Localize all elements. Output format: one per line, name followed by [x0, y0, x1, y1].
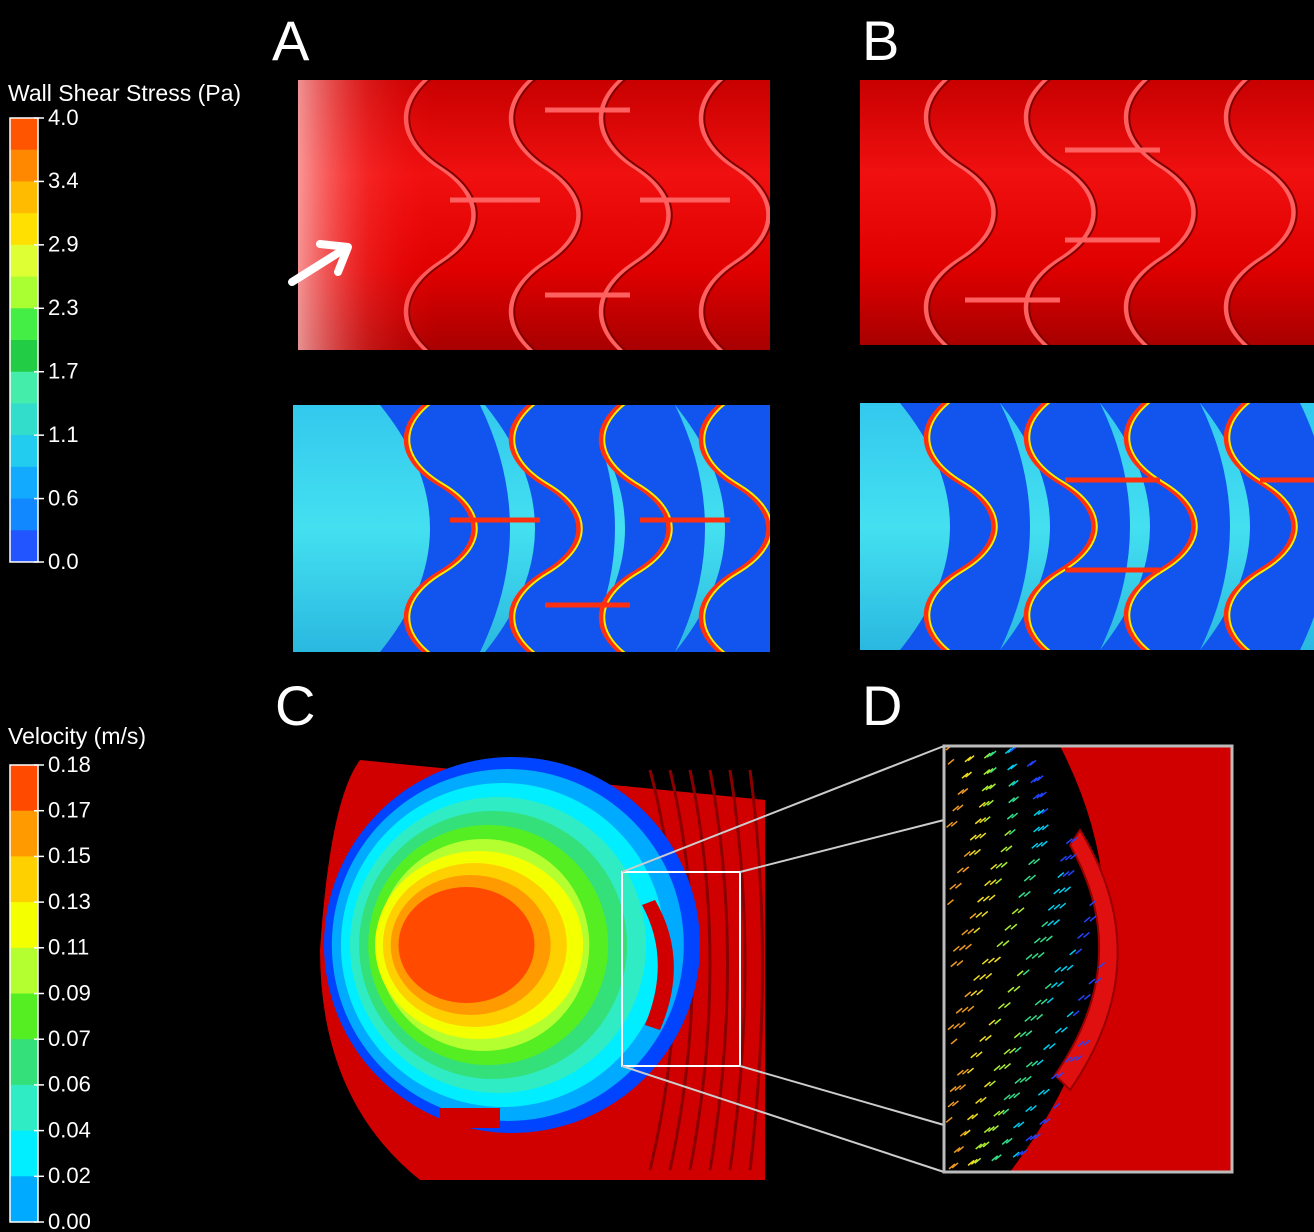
colorbar-tick-label: 3.4: [48, 168, 79, 193]
stent-strut: [440, 1108, 500, 1128]
colorbar-band: [10, 181, 38, 213]
colorbar-tick-label: 0.18: [48, 752, 91, 777]
colorbar-band: [10, 245, 38, 277]
colorbar-band: [10, 150, 38, 182]
velocity-contour: [399, 887, 535, 1003]
panel-label: B: [862, 9, 899, 72]
zoom-view: [944, 745, 1232, 1172]
colorbar-tick-label: 0.15: [48, 843, 91, 868]
colorbar-band: [10, 1176, 38, 1222]
colorbar-tick-label: 0.0: [48, 549, 79, 574]
colorbar-tick-label: 1.7: [48, 359, 79, 384]
colorbar-tick-label: 2.3: [48, 295, 79, 320]
legend-title: Wall Shear Stress (Pa): [8, 80, 241, 106]
colorbar-tick-label: 0.07: [48, 1026, 91, 1051]
colorbar-band: [10, 1131, 38, 1177]
panel-label: C: [275, 674, 315, 737]
colorbar-tick-label: 0.13: [48, 889, 91, 914]
colorbar-band: [10, 118, 38, 150]
colorbar-tick-label: 0.02: [48, 1163, 91, 1188]
highlight: [298, 80, 770, 350]
colorbar-tick-label: 0.04: [48, 1117, 91, 1142]
zoom-line: [740, 1066, 944, 1125]
legends: 4.0 3.4 2.9 2.3 1.7 1.1 0.6 0.0 0.18 0.17 0.15 0.13…: [10, 105, 91, 1232]
colorbar-band: [10, 1039, 38, 1085]
colorbar-band: [10, 435, 38, 467]
colorbar-tick-label: 2.9: [48, 232, 79, 257]
renderings: [293, 70, 1314, 1180]
colorbar-band: [10, 902, 38, 948]
figure: A B C D Wall Shear Stress (Pa) Velocity …: [0, 0, 1314, 1232]
vessel: [293, 395, 805, 662]
vessel: [298, 70, 772, 360]
colorbar-tick-label: 0.6: [48, 485, 79, 510]
vessel: [860, 393, 1314, 660]
colorbar-band: [10, 467, 38, 499]
colorbar-band: [10, 499, 38, 531]
colorbar-tick-label: 0.17: [48, 798, 91, 823]
colorbar-tick-label: 0.06: [48, 1072, 91, 1097]
colorbar-band: [10, 277, 38, 309]
colorbar-band: [10, 372, 38, 404]
colorbar-band: [10, 765, 38, 811]
colorbar-band: [10, 403, 38, 435]
colorbar-tick-label: 0.09: [48, 980, 91, 1005]
colorbar-tick-label: 0.11: [48, 935, 89, 960]
colorbar-band: [10, 856, 38, 902]
legend-title: Velocity (m/s): [8, 723, 146, 749]
colorbar-band: [10, 948, 38, 994]
colorbar-band: [10, 1085, 38, 1131]
panel-label: D: [862, 674, 902, 737]
colorbar-tick-label: 0.00: [48, 1209, 91, 1232]
colorbar-tick-label: 4.0: [48, 105, 79, 130]
vessel: [860, 70, 1314, 355]
colorbar-band: [10, 213, 38, 245]
colorbar-band: [10, 308, 38, 340]
colorbar-band: [10, 340, 38, 372]
colorbar-band: [10, 994, 38, 1040]
colorbar-tick-label: 1.1: [48, 422, 79, 447]
colorbar-band: [10, 530, 38, 562]
panel-label: A: [272, 9, 310, 72]
zoom-line: [740, 820, 944, 872]
colorbar-band: [10, 811, 38, 857]
